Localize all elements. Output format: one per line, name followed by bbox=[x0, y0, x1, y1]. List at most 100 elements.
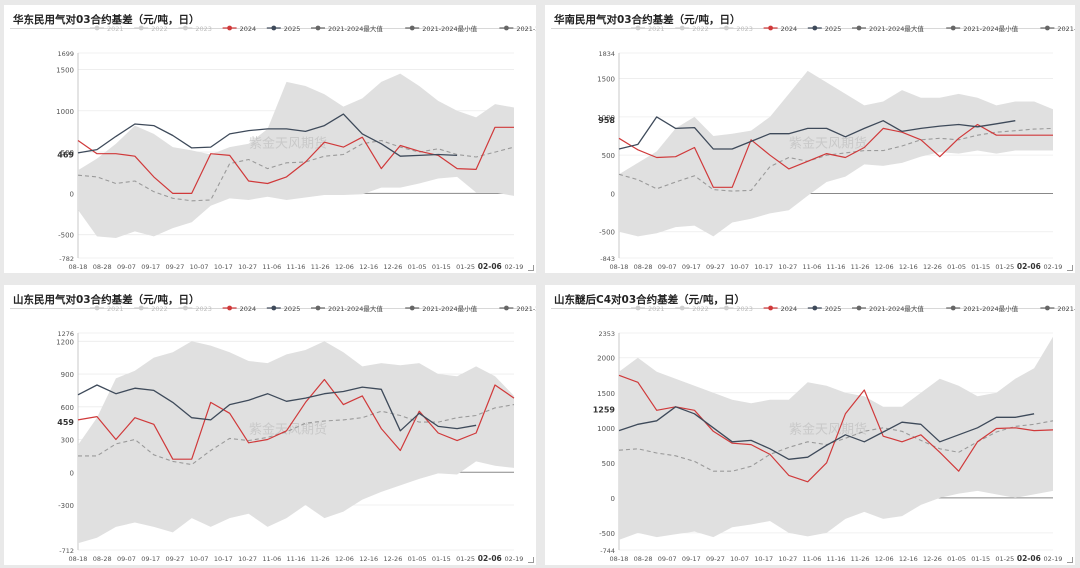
legend-item[interactable]: 2021-2024最大值 bbox=[311, 24, 383, 33]
legend-item[interactable]: 2021-2024均值 bbox=[1040, 24, 1075, 33]
legend-item[interactable]: 2021-2024均值 bbox=[1040, 304, 1075, 313]
legend-item[interactable]: 2021-2024最小值 bbox=[946, 304, 1019, 313]
x-tick-label: 10-07 bbox=[190, 555, 209, 563]
legend-label: 2021-2024最大值 bbox=[869, 24, 924, 33]
x-tick-label: 11-26 bbox=[311, 555, 330, 563]
legend-dot-icon bbox=[768, 25, 773, 31]
x-tick-label: 10-17 bbox=[754, 555, 773, 563]
legend-item[interactable]: 2024 bbox=[222, 25, 257, 33]
legend-dot-icon bbox=[1045, 25, 1050, 31]
legend-item[interactable]: 2025 bbox=[807, 305, 842, 313]
x-tick-label: 02-19 bbox=[505, 263, 524, 271]
x-tick-label: 10-07 bbox=[730, 263, 749, 271]
legend-item[interactable]: 2022 bbox=[134, 25, 168, 33]
x-tick-label: 01-05 bbox=[947, 263, 966, 271]
legend-label: 2024 bbox=[781, 25, 798, 33]
y-tick-label: 1276 bbox=[57, 330, 74, 338]
legend-dot-icon bbox=[635, 25, 641, 31]
legend-item[interactable]: 2021-2024最大值 bbox=[852, 304, 924, 313]
legend-item[interactable]: 2025 bbox=[266, 305, 301, 313]
legend-dot-icon bbox=[856, 25, 862, 31]
legend-item[interactable]: 2024 bbox=[763, 25, 798, 33]
x-tick-label: 10-17 bbox=[754, 263, 773, 271]
x-tick-label: 12-26 bbox=[383, 263, 402, 271]
y-tick-label: -500 bbox=[599, 229, 615, 237]
chart-svg: 2021 2022 2023 2024 2025 2021-2024最大值 2021-202… bbox=[56, 24, 536, 271]
legend-label: 2025 bbox=[284, 305, 301, 313]
legend-label: 2021-2024最小值 bbox=[963, 304, 1018, 313]
legend-label: 2021 bbox=[107, 305, 124, 313]
x-tick-label: 08-18 bbox=[610, 555, 629, 563]
x-tick-label: 01-15 bbox=[971, 555, 990, 563]
x-tick-label: 01-25 bbox=[456, 555, 475, 563]
legend-item[interactable]: 2021 bbox=[90, 25, 124, 33]
legend-label: 2022 bbox=[692, 305, 709, 313]
legend-item[interactable]: 2024 bbox=[763, 305, 798, 313]
x-tick-label: 11-06 bbox=[802, 263, 821, 271]
y-tick-label: -500 bbox=[599, 530, 615, 538]
legend-label: 2025 bbox=[825, 305, 842, 313]
legend-label: 2021-2024最小值 bbox=[422, 24, 477, 33]
x-tick-label: 08-18 bbox=[69, 555, 88, 563]
legend-item[interactable]: 2023 bbox=[719, 305, 753, 313]
legend-item[interactable]: 2021-2024最小值 bbox=[405, 24, 478, 33]
legend-item[interactable]: 2024 bbox=[222, 305, 257, 313]
legend-item[interactable]: 2021-2024最大值 bbox=[311, 304, 383, 313]
x-tick-label: 12-26 bbox=[923, 555, 942, 563]
legend-item[interactable]: 2021 bbox=[90, 305, 124, 313]
legend-item[interactable]: 2023 bbox=[178, 25, 212, 33]
x-tick-label: 10-27 bbox=[778, 263, 797, 271]
x-tick-label: 12-26 bbox=[923, 263, 942, 271]
legend-dot-icon bbox=[227, 305, 233, 311]
resize-handle-icon[interactable] bbox=[1067, 265, 1073, 271]
legend-dot-icon bbox=[504, 305, 509, 311]
legend-item[interactable]: 2021-2024均值 bbox=[499, 304, 536, 313]
legend-label: 2021-2024均值 bbox=[1057, 304, 1075, 313]
x-tick-label: 08-18 bbox=[69, 263, 88, 271]
series-2024 bbox=[77, 126, 515, 194]
series-2025-line bbox=[77, 113, 458, 157]
legend-label: 2021 bbox=[648, 25, 665, 33]
x-tick-label: 02-06 bbox=[1017, 262, 1041, 271]
y-tick-label: 0 bbox=[70, 469, 74, 477]
legend: 2021 2022 2023 2024 2025 2021-2024最大值 2021-202… bbox=[90, 24, 536, 33]
legend-item[interactable]: 2022 bbox=[675, 25, 709, 33]
legend-dot-icon bbox=[724, 305, 729, 311]
legend-item[interactable]: 2022 bbox=[134, 305, 168, 313]
legend-item[interactable]: 2023 bbox=[719, 25, 753, 33]
x-tick-label: 01-25 bbox=[456, 263, 475, 271]
legend-label: 2021-2024最大值 bbox=[869, 304, 924, 313]
x-tick-label: 09-27 bbox=[706, 555, 725, 563]
legend-label: 2023 bbox=[195, 25, 212, 33]
y-highlight-label: 958 bbox=[598, 116, 615, 125]
legend-dot-icon bbox=[315, 25, 321, 31]
legend-item[interactable]: 2025 bbox=[266, 25, 301, 33]
range-band bbox=[78, 73, 514, 239]
legend-item[interactable]: 2021 bbox=[631, 305, 665, 313]
watermark: 紫金天风期货 bbox=[789, 422, 867, 438]
legend-item[interactable]: 2021-2024最小值 bbox=[946, 24, 1019, 33]
resize-handle-icon[interactable] bbox=[1067, 557, 1073, 563]
x-tick-label: 10-17 bbox=[214, 555, 233, 563]
legend-item[interactable]: 2021-2024最小值 bbox=[405, 304, 478, 313]
x-tick-label: 08-28 bbox=[93, 263, 112, 271]
legend-label: 2022 bbox=[151, 305, 168, 313]
series-2025 bbox=[77, 113, 458, 157]
x-tick-label: 12-16 bbox=[359, 263, 378, 271]
legend-item[interactable]: 2023 bbox=[178, 305, 212, 313]
resize-handle-icon[interactable] bbox=[528, 557, 534, 563]
x-tick-label: 09-17 bbox=[682, 555, 701, 563]
series-mean-line bbox=[618, 127, 1054, 192]
series-2025 bbox=[77, 384, 477, 432]
legend-item[interactable]: 2022 bbox=[675, 305, 709, 313]
resize-handle-icon[interactable] bbox=[528, 265, 534, 271]
legend-item[interactable]: 2025 bbox=[807, 25, 842, 33]
series-2025-line bbox=[77, 384, 477, 432]
legend-item[interactable]: 2021-2024均值 bbox=[499, 24, 536, 33]
legend-dot-icon bbox=[504, 25, 509, 31]
legend-dot-icon bbox=[1045, 305, 1050, 311]
legend-item[interactable]: 2021 bbox=[631, 25, 665, 33]
x-tick-label: 09-07 bbox=[658, 263, 677, 271]
x-tick-label: 02-06 bbox=[478, 262, 502, 271]
legend-item[interactable]: 2021-2024最大值 bbox=[852, 24, 924, 33]
